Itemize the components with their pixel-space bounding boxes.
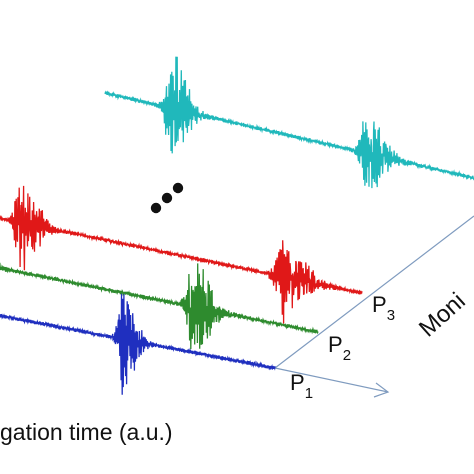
trace-p1 <box>0 293 276 395</box>
time-axis <box>274 367 389 393</box>
monitor-axis-label: Moni <box>414 288 471 343</box>
ellipsis-marker <box>150 182 184 214</box>
axes <box>274 215 474 398</box>
ellipsis-dot-3 <box>172 182 184 194</box>
time-axis-arrowhead <box>373 382 390 398</box>
p1-label: P1 <box>290 370 313 402</box>
time-axis-label: gation time (a.u.) <box>0 419 173 445</box>
traces <box>0 56 474 395</box>
ellipsis-dot-2 <box>161 192 173 204</box>
ellipsis-dot-1 <box>150 202 162 214</box>
monitor-axis <box>274 215 474 369</box>
trace-p3 <box>0 185 363 324</box>
trace-p2 <box>0 262 319 350</box>
trace-top <box>104 56 474 189</box>
p3-label: P3 <box>372 292 395 324</box>
p2-label: P2 <box>328 332 351 364</box>
